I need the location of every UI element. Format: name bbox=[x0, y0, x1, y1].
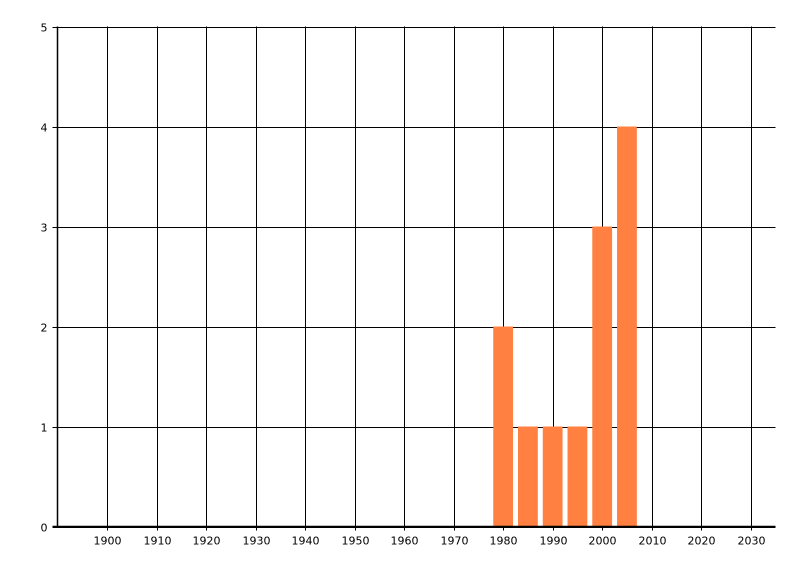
x-tick-label: 1940 bbox=[292, 535, 320, 548]
x-tick-label: 1910 bbox=[144, 535, 172, 548]
x-tick-label: 1980 bbox=[490, 535, 518, 548]
x-tick-label: 2020 bbox=[688, 535, 716, 548]
x-tick-label: 1990 bbox=[540, 535, 568, 548]
x-tick-label: 1950 bbox=[342, 535, 370, 548]
bar-1985 bbox=[518, 426, 538, 527]
x-tick-label: 1930 bbox=[243, 535, 271, 548]
y-tick-label: 4 bbox=[41, 122, 48, 135]
x-tick-label: 2030 bbox=[738, 535, 766, 548]
x-tick-label: 2000 bbox=[589, 535, 617, 548]
axes bbox=[52, 26, 776, 528]
x-tick-label: 1920 bbox=[193, 535, 221, 548]
y-tick-label: 0 bbox=[41, 522, 48, 535]
bars bbox=[493, 126, 637, 527]
y-tick-label: 3 bbox=[41, 222, 48, 235]
tick-labels: 1900 1910 1920 1930 1940 1950 1960 1970 1980 1990… bbox=[41, 22, 766, 548]
x-tick-label: 2010 bbox=[639, 535, 667, 548]
y-tick-label: 1 bbox=[41, 422, 48, 435]
bar-1980 bbox=[493, 326, 514, 527]
bar-1990 bbox=[542, 426, 563, 527]
x-tick-label: 1900 bbox=[94, 535, 122, 548]
bar-1995 bbox=[567, 426, 588, 527]
y-tick-label: 5 bbox=[41, 22, 48, 35]
bar-2005 bbox=[617, 126, 637, 527]
x-tick-label: 1970 bbox=[441, 535, 469, 548]
x-tick-label: 1960 bbox=[391, 535, 419, 548]
gridlines bbox=[52, 26, 776, 531]
y-tick-label: 2 bbox=[41, 322, 48, 335]
bar-2000 bbox=[592, 226, 613, 527]
